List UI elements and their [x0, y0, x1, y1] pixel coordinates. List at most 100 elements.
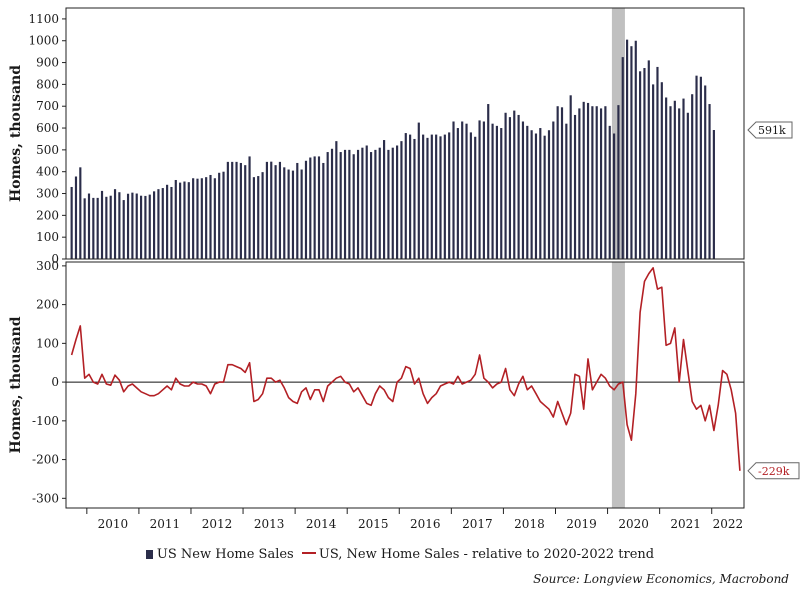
bar-85 [439, 136, 442, 259]
bar-18 [148, 194, 151, 259]
bar-122 [599, 108, 603, 260]
bar-137 [665, 97, 668, 259]
bar-116 [573, 114, 577, 260]
bar-131 [639, 71, 642, 259]
bar-26 [183, 181, 186, 259]
bar-12 [122, 200, 125, 259]
legend-line-label: US, New Home Sales - relative to 2020-20… [318, 547, 655, 562]
bar-81 [422, 134, 425, 259]
y-tick-label-top-900: 900 [36, 56, 59, 70]
bar-135 [656, 66, 659, 259]
bar-134 [652, 84, 655, 260]
bar-91 [465, 123, 468, 260]
bar-58 [322, 162, 325, 259]
bar-89 [456, 128, 459, 259]
bar-119 [586, 102, 590, 259]
bar-38 [235, 161, 238, 259]
bar-63 [343, 149, 347, 259]
bar-71 [378, 147, 381, 259]
bar-29 [196, 178, 199, 259]
y-tick-label-bottom--200: -200 [32, 453, 59, 467]
bar-69 [369, 152, 373, 259]
bar-16 [139, 195, 143, 259]
bar-104 [521, 121, 525, 259]
y-tick-label-bottom-0: 0 [51, 375, 59, 389]
bar-120 [591, 106, 594, 259]
x-tick-label-2014: 2014 [306, 517, 337, 531]
bar-47 [274, 165, 277, 259]
bar-147 [708, 104, 711, 259]
bar-32 [209, 174, 212, 259]
bar-105 [526, 125, 529, 259]
y-tick-label-top-200: 200 [36, 208, 59, 222]
x-tick-label-2016: 2016 [410, 517, 441, 531]
bar-79 [413, 138, 416, 259]
x-tick-label-2015: 2015 [358, 517, 389, 531]
bar-112 [556, 106, 559, 259]
x-tick-label-2011: 2011 [150, 517, 181, 531]
bar-144 [695, 75, 698, 260]
bar-117 [578, 108, 581, 260]
bar-20 [157, 189, 160, 259]
bar-64 [348, 149, 351, 259]
bar-84 [435, 134, 438, 259]
callout-bottom-box [747, 462, 800, 480]
bar-57 [317, 156, 321, 259]
bar-142 [686, 112, 689, 259]
bar-109 [543, 135, 546, 259]
x-tick-label-2020: 2020 [618, 517, 649, 531]
bar-123 [604, 106, 607, 259]
y-tick-label-top-300: 300 [36, 187, 59, 201]
bar-27 [187, 182, 190, 259]
bar-129 [630, 46, 633, 260]
bar-93 [474, 136, 477, 259]
bar-17 [144, 195, 147, 259]
bar-75 [396, 145, 399, 259]
bar-99 [500, 128, 503, 259]
bar-83 [430, 134, 433, 259]
bar-127 [621, 57, 624, 259]
bar-132 [643, 68, 646, 260]
bar-72 [382, 140, 386, 259]
bar-70 [374, 149, 377, 259]
x-tick-label-2017: 2017 [462, 517, 493, 531]
series-line [70, 266, 741, 471]
bar-94 [478, 120, 481, 259]
bar-3 [83, 198, 86, 259]
bar-115 [569, 95, 572, 259]
y-tick-label-top-400: 400 [36, 165, 59, 179]
bar-2 [79, 167, 82, 259]
bar-86 [443, 134, 446, 259]
bar-90 [461, 121, 464, 259]
x-tick-label-2022: 2022 [713, 517, 744, 531]
bar-45 [265, 161, 269, 259]
bar-118 [582, 101, 585, 259]
bar-22 [166, 184, 169, 259]
bar-0 [70, 186, 73, 259]
y-tick-label-bottom-100: 100 [36, 336, 59, 350]
legend-bar-swatch [145, 550, 153, 559]
bar-43 [257, 176, 260, 259]
callout-bottom-text: -229k [758, 465, 790, 478]
bar-82 [426, 137, 429, 259]
y-axis-title-1: Homes, thousand [8, 65, 24, 202]
bar-7 [100, 190, 104, 259]
bar-141 [682, 98, 685, 259]
legend-bar-label: US New Home Sales [156, 547, 294, 562]
bar-138 [669, 106, 672, 259]
bar-35 [222, 171, 225, 259]
legend-line-swatch [301, 552, 316, 554]
y-tick-label-top-500: 500 [36, 143, 59, 157]
bar-66 [356, 149, 360, 259]
bar-36 [226, 161, 229, 259]
bar-76 [400, 141, 403, 259]
bar-8 [105, 196, 108, 259]
bar-21 [161, 188, 164, 259]
x-tick-label-2019: 2019 [566, 517, 597, 531]
bar-114 [565, 123, 568, 260]
panel-frame-2 [65, 261, 745, 509]
bar-98 [495, 125, 498, 259]
bar-101 [508, 117, 512, 259]
bar-44 [261, 172, 264, 259]
